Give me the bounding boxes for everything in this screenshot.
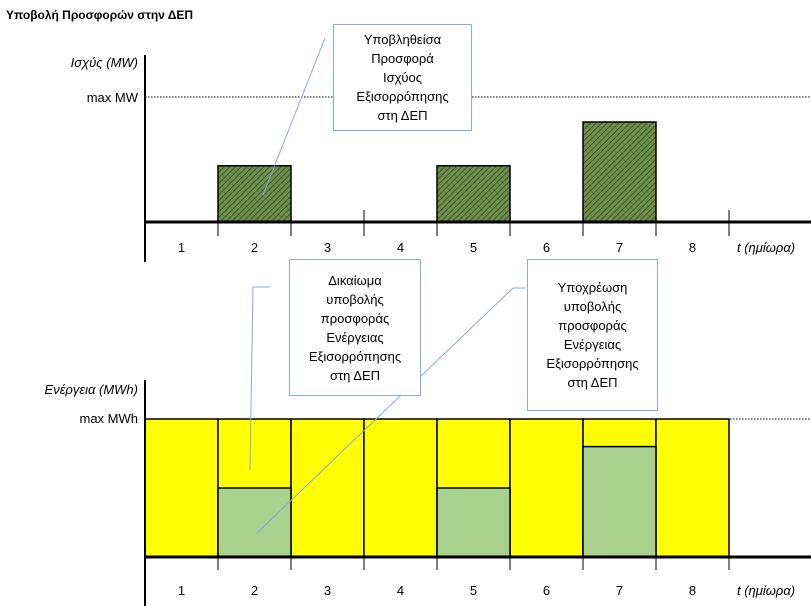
power-bid-bar <box>217 165 292 223</box>
energy-tick-label: 1 <box>178 583 185 598</box>
energy-tick-label: 7 <box>616 583 623 598</box>
energy-bars <box>144 418 730 558</box>
energy-tick-label: 5 <box>470 583 477 598</box>
power-bid-callout: Υποβληθείσα Προσφορά Ισχύος Εξισορρόπηση… <box>333 24 472 131</box>
leader-line-power-bid <box>262 37 326 196</box>
power-tick-label: 1 <box>178 240 185 255</box>
energy-tick-label: 6 <box>543 583 550 598</box>
energy-tick-labels: 1 2 3 4 5 6 7 8 <box>178 583 696 598</box>
energy-ticks <box>217 545 730 570</box>
leader-line-right-drop <box>249 286 254 471</box>
energy-tick-label: 4 <box>397 583 404 598</box>
diagram-title: Υποβολή Προσφορών στην ΔΕΠ <box>6 8 193 22</box>
energy-axis-title: Ενέργεια (MWh) <box>45 382 138 397</box>
energy-max-label: max MWh <box>80 411 139 426</box>
leader-lines <box>249 37 525 534</box>
power-max-label: max MW <box>87 90 139 105</box>
power-bid-bar <box>582 121 657 223</box>
energy-right-bar <box>290 418 365 558</box>
energy-bid-bar <box>436 487 511 558</box>
power-ticks <box>217 210 730 236</box>
power-chart: Ισχύς (MW) max MW 1 2 3 4 5 6 7 8 t (ημίωρα) <box>71 55 811 262</box>
energy-tick-label: 8 <box>689 583 696 598</box>
power-axis-title: Ισχύς (MW) <box>71 55 138 70</box>
power-tick-label: 5 <box>470 240 477 255</box>
power-x-axis-title: t (ημίωρα) <box>737 240 795 255</box>
energy-right-bar <box>144 418 219 558</box>
power-tick-label: 6 <box>543 240 550 255</box>
power-bid-bar <box>436 165 511 223</box>
power-tick-label: 8 <box>689 240 696 255</box>
energy-chart: Ενέργεια (MWh) max MWh 1 2 3 4 5 6 7 8 t (ημίωρ… <box>45 380 811 606</box>
energy-obligation-callout: Υποχρέωση υποβολής προσφοράς Ενέργειας Ε… <box>527 259 658 411</box>
energy-x-axis-title: t (ημίωρα) <box>737 583 795 598</box>
energy-bid-bar <box>217 487 292 558</box>
power-tick-labels: 1 2 3 4 5 6 7 8 <box>178 240 696 255</box>
power-tick-label: 3 <box>324 240 331 255</box>
energy-tick-label: 3 <box>324 583 331 598</box>
energy-right-callout: Δικαίωμα υποβολής προσφοράς Ενέργειας Εξ… <box>289 259 421 396</box>
energy-tick-label: 2 <box>251 583 258 598</box>
power-bars <box>217 121 657 223</box>
energy-right-bar <box>655 418 730 558</box>
energy-right-bar <box>509 418 584 558</box>
energy-bid-bar <box>582 445 657 558</box>
power-tick-label: 4 <box>397 240 404 255</box>
power-tick-label: 7 <box>616 240 623 255</box>
energy-right-bar <box>363 418 438 558</box>
leader-line-obligation-drop <box>256 287 514 534</box>
power-tick-label: 2 <box>251 240 258 255</box>
